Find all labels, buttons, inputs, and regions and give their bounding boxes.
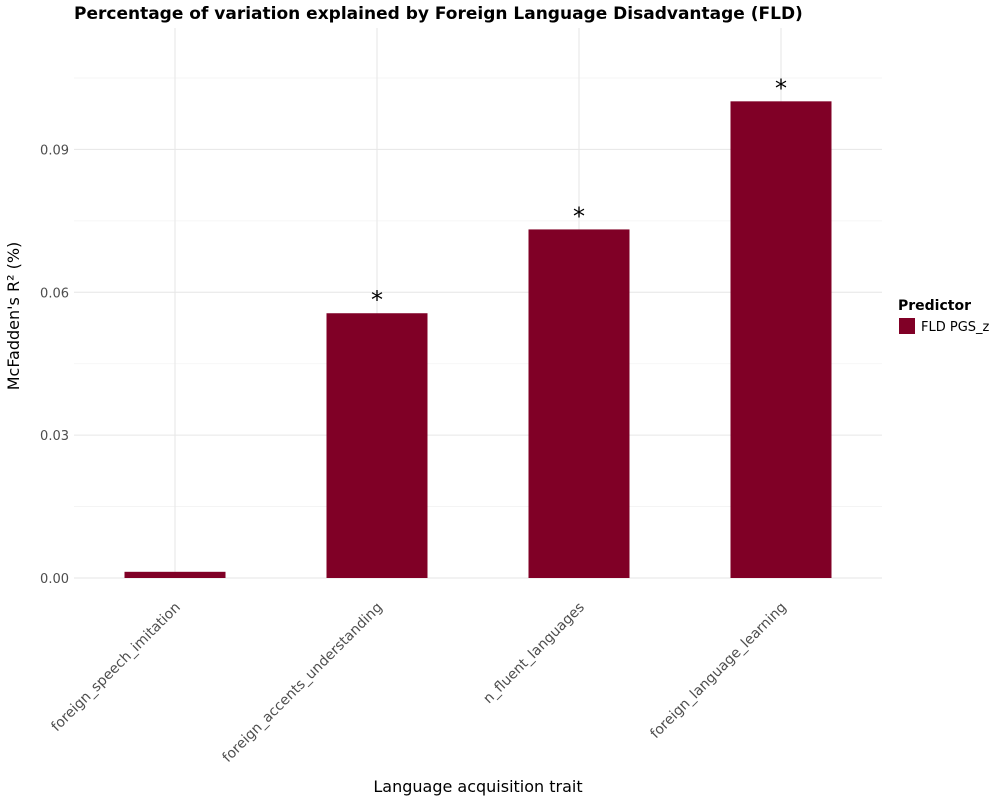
- bar: [326, 313, 428, 578]
- bar: [730, 101, 832, 578]
- bars: [124, 101, 832, 578]
- y-tick-label: 0.09: [40, 143, 69, 158]
- x-tick-label: foreign_speech_imitation: [48, 600, 183, 735]
- bar: [528, 229, 630, 578]
- legend-swatch: [899, 318, 915, 334]
- y-tick-label: 0.03: [40, 429, 69, 444]
- y-axis-label: McFadden's R² (%): [4, 242, 23, 391]
- y-tick-label: 0.06: [40, 286, 69, 301]
- data-labels: * * *: [371, 74, 787, 314]
- bar: [124, 571, 226, 578]
- legend-title: Predictor: [898, 298, 971, 314]
- x-tick-label: foreign_accents_understanding: [219, 600, 385, 766]
- significance-marker: *: [775, 74, 787, 102]
- y-tick-label: 0.00: [40, 572, 69, 587]
- x-tick-label: foreign_language_learning: [647, 600, 789, 742]
- x-axis-label: Language acquisition trait: [373, 777, 582, 796]
- x-tick-label: n_fluent_languages: [480, 600, 587, 707]
- chart-title: Percentage of variation explained by For…: [74, 4, 803, 24]
- legend-entry-label: FLD PGS_z: [921, 320, 990, 335]
- legend: Predictor FLD PGS_z: [898, 298, 990, 335]
- significance-marker: *: [371, 286, 383, 314]
- significance-marker: *: [573, 202, 585, 230]
